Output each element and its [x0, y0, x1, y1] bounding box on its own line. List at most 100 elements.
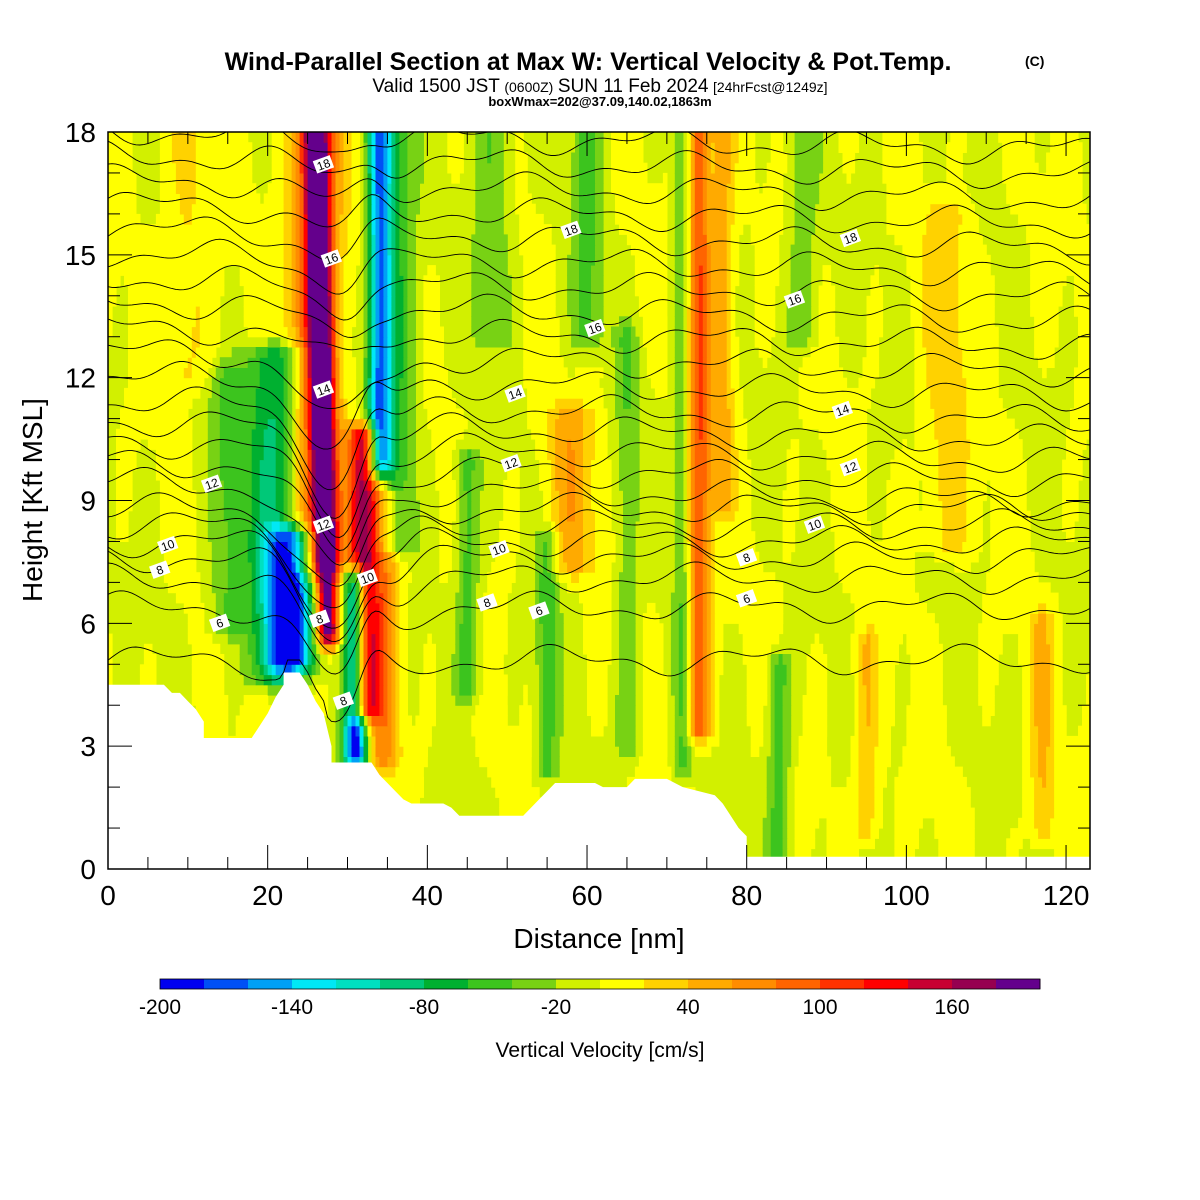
- velocity-cell: [295, 561, 301, 573]
- velocity-cell: [850, 592, 919, 604]
- velocity-cell: [674, 746, 680, 757]
- velocity-cell: [299, 408, 305, 420]
- velocity-cell: [802, 695, 828, 706]
- velocity-cell: [311, 326, 329, 338]
- velocity-cell: [311, 347, 333, 358]
- velocity-cell: [395, 623, 400, 635]
- velocity-cell: [139, 664, 157, 676]
- velocity-cell: [642, 746, 668, 757]
- velocity-cell: [343, 551, 349, 563]
- velocity-cell: [467, 541, 472, 553]
- isentrope-label: 10: [488, 539, 510, 558]
- isentrope-contours: [108, 132, 1090, 723]
- velocity-cell: [471, 561, 480, 573]
- velocity-cell: [1030, 295, 1063, 307]
- velocity-cell: [471, 684, 476, 696]
- isentrope-label-text: 12: [503, 455, 521, 473]
- velocity-cell: [319, 643, 325, 655]
- velocity-cell: [399, 142, 408, 153]
- velocity-cell: [347, 234, 361, 246]
- velocity-cell: [503, 500, 520, 512]
- colorbar-swatch: [732, 979, 777, 989]
- velocity-cell: [299, 428, 305, 440]
- velocity-cell: [702, 132, 708, 143]
- velocity-cell: [1022, 664, 1031, 676]
- velocity-cell: [363, 428, 369, 440]
- isentrope-label: 8: [149, 560, 171, 579]
- velocity-cell: [339, 142, 345, 153]
- velocity-cell: [163, 541, 197, 553]
- velocity-cell: [407, 377, 416, 389]
- velocity-cell: [1030, 654, 1035, 665]
- velocity-cell: [259, 459, 277, 471]
- velocity-cell: [455, 623, 460, 635]
- velocity-cell: [371, 408, 377, 420]
- velocity-cell: [407, 449, 416, 461]
- velocity-cell: [215, 367, 225, 379]
- velocity-cell: [471, 664, 476, 676]
- velocity-cell: [615, 357, 624, 368]
- velocity-cell: [375, 654, 381, 665]
- velocity-cell: [339, 377, 345, 389]
- velocity-cell: [690, 203, 696, 215]
- velocity-cell: [108, 152, 133, 164]
- velocity-cell: [471, 469, 484, 481]
- velocity-cell: [686, 275, 692, 287]
- velocity-cell: [391, 602, 396, 614]
- velocity-cell: [383, 705, 388, 716]
- velocity-cell: [387, 592, 392, 604]
- velocity-cell: [894, 828, 919, 839]
- velocity-cell: [299, 183, 305, 194]
- velocity-cell: [395, 152, 400, 164]
- velocity-cell: [371, 469, 377, 481]
- velocity-cell: [686, 387, 692, 399]
- velocity-cell: [678, 654, 684, 665]
- velocity-cell: [698, 275, 704, 287]
- velocity-cell: [642, 695, 668, 706]
- velocity-cell: [391, 162, 396, 174]
- velocity-cell: [682, 602, 688, 614]
- velocity-cell: [371, 357, 377, 368]
- velocity-cell: [686, 592, 692, 604]
- velocity-cell: [315, 572, 321, 583]
- velocity-cell: [379, 295, 384, 307]
- velocity-cell: [383, 367, 388, 379]
- velocity-cell: [730, 326, 736, 338]
- velocity-cell: [686, 602, 692, 614]
- velocity-cell: [355, 623, 361, 635]
- velocity-cell: [678, 613, 684, 624]
- velocity-cell: [674, 254, 684, 266]
- velocity-cell: [471, 490, 480, 502]
- velocity-cell: [395, 695, 400, 706]
- velocity-cell: [702, 326, 708, 338]
- velocity-cell: [782, 828, 788, 839]
- velocity-cell: [371, 725, 377, 737]
- velocity-cell: [682, 643, 688, 655]
- velocity-cell: [239, 705, 277, 716]
- velocity-cell: [255, 633, 261, 645]
- velocity-cell: [694, 725, 704, 737]
- velocity-cell: [682, 674, 688, 686]
- velocity-cell: [383, 172, 388, 184]
- velocity-cell: [311, 480, 317, 491]
- colorbar-swatch: [468, 979, 513, 989]
- velocity-cell: [846, 776, 860, 788]
- velocity-cell: [702, 428, 708, 440]
- velocity-cell: [323, 582, 333, 594]
- velocity-cell: [938, 449, 971, 461]
- velocity-cell: [467, 490, 472, 502]
- velocity-cell: [706, 439, 712, 450]
- velocity-cell: [367, 643, 373, 655]
- velocity-cell: [694, 746, 712, 757]
- velocity-cell: [523, 306, 556, 317]
- velocity-cell: [1046, 162, 1083, 174]
- velocity-cell: [367, 132, 373, 143]
- axis-ticks: [107, 131, 1090, 870]
- isentrope-label-text: 18: [315, 156, 333, 174]
- velocity-cell: [754, 254, 780, 266]
- velocity-cell: [1030, 735, 1039, 747]
- velocity-cell: [371, 193, 377, 205]
- velocity-cell: [399, 592, 408, 604]
- velocity-cell: [686, 643, 692, 655]
- velocity-cell: [702, 500, 708, 512]
